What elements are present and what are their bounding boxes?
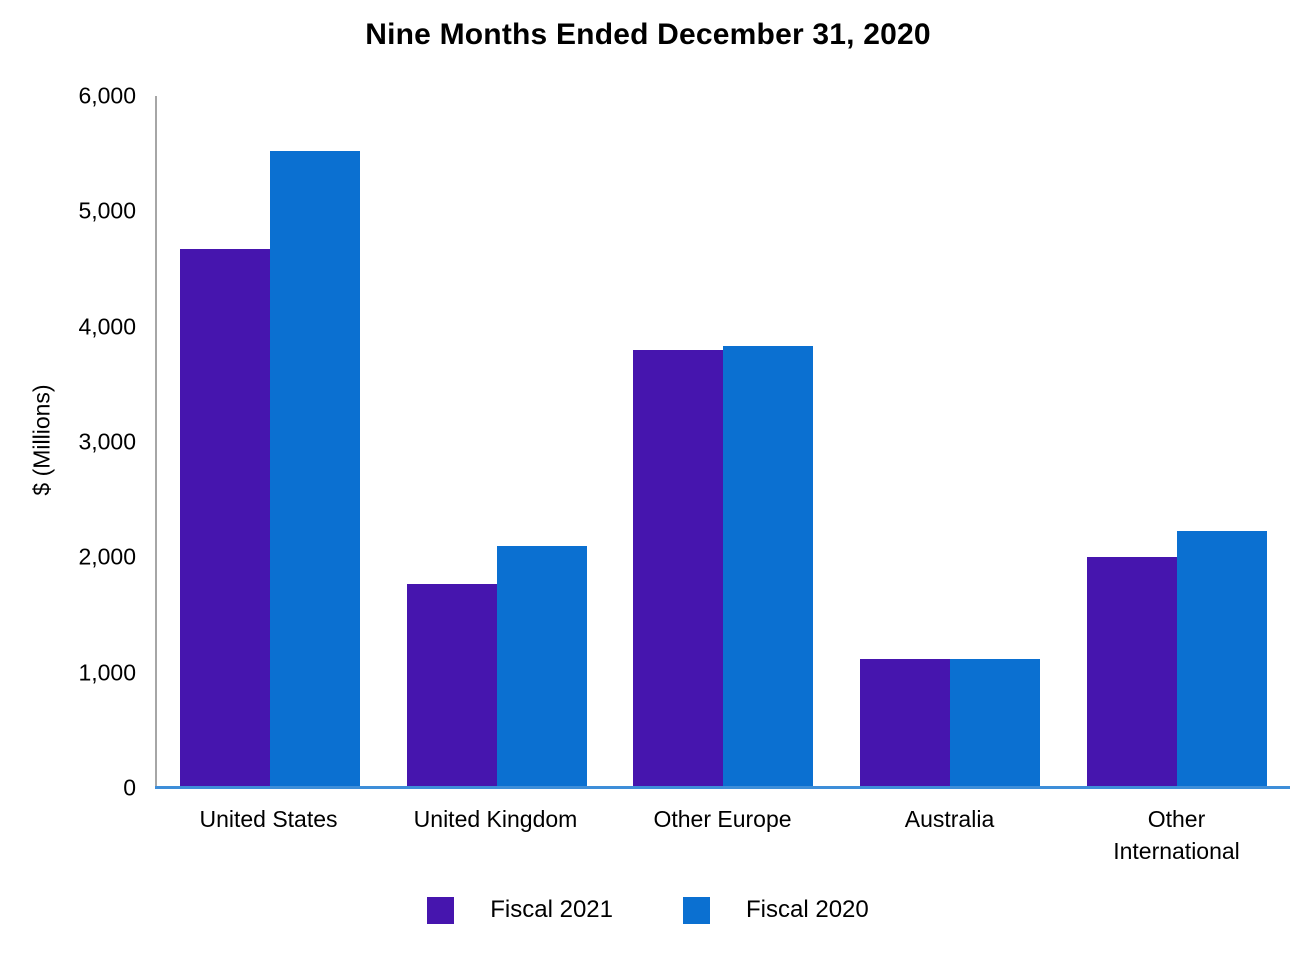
bar-group-united-states bbox=[157, 96, 384, 788]
y-tick-6000: 6,000 bbox=[78, 82, 136, 109]
y-tick-1000: 1,000 bbox=[78, 659, 136, 686]
y-tick-4000: 4,000 bbox=[78, 313, 136, 340]
y-tick-2000: 2,000 bbox=[78, 543, 136, 570]
legend-item-fiscal-2020: Fiscal 2020 bbox=[683, 896, 869, 924]
y-tick-3000: 3,000 bbox=[78, 428, 136, 455]
y-tick-0: 0 bbox=[123, 774, 136, 801]
chart-legend: Fiscal 2021 Fiscal 2020 bbox=[0, 896, 1296, 924]
legend-swatch-fiscal-2020 bbox=[683, 896, 710, 924]
bar-fiscal-2020-other-europe bbox=[723, 345, 814, 788]
x-label-australia: Australia bbox=[904, 806, 995, 832]
legend-label-fiscal-2020: Fiscal 2020 bbox=[746, 896, 869, 923]
bar-group-united-kingdom bbox=[384, 96, 611, 788]
bar-fiscal-2021-australia bbox=[860, 658, 951, 788]
bar-fiscal-2021-united-states bbox=[180, 248, 271, 788]
bar-group-other-international bbox=[1063, 96, 1290, 788]
x-label-other-international: Other International bbox=[1113, 806, 1240, 864]
y-axis-ticks: 0 1,000 2,000 3,000 4,000 5,000 6,000 bbox=[0, 83, 136, 801]
bar-fiscal-2021-other-europe bbox=[633, 349, 724, 788]
x-label-united-states: United States bbox=[199, 806, 338, 832]
x-label-other-europe: Other Europe bbox=[653, 806, 792, 832]
y-tick-5000: 5,000 bbox=[78, 197, 136, 224]
bar-fiscal-2021-other-international bbox=[1086, 556, 1177, 788]
bar-group-australia bbox=[837, 96, 1064, 788]
legend-item-fiscal-2021: Fiscal 2021 bbox=[427, 896, 613, 924]
bar-fiscal-2020-united-states bbox=[270, 151, 361, 788]
legend-swatch-fiscal-2021 bbox=[427, 896, 455, 924]
plot-area bbox=[155, 96, 1290, 788]
bar-fiscal-2020-united-kingdom bbox=[496, 546, 587, 788]
bar-groups bbox=[157, 96, 1290, 788]
bar-group-other-europe bbox=[610, 96, 837, 788]
x-label-united-kingdom: United Kingdom bbox=[413, 806, 578, 832]
legend-label-fiscal-2021: Fiscal 2021 bbox=[490, 896, 613, 923]
x-axis-line bbox=[155, 786, 1290, 789]
bar-fiscal-2021-united-kingdom bbox=[406, 584, 497, 788]
bar-fiscal-2020-australia bbox=[950, 658, 1041, 788]
x-axis-labels: United States United Kingdom Other Europe A… bbox=[155, 804, 1290, 867]
bar-fiscal-2020-other-international bbox=[1176, 530, 1267, 788]
chart-title: Nine Months Ended December 31, 2020 bbox=[365, 18, 931, 51]
